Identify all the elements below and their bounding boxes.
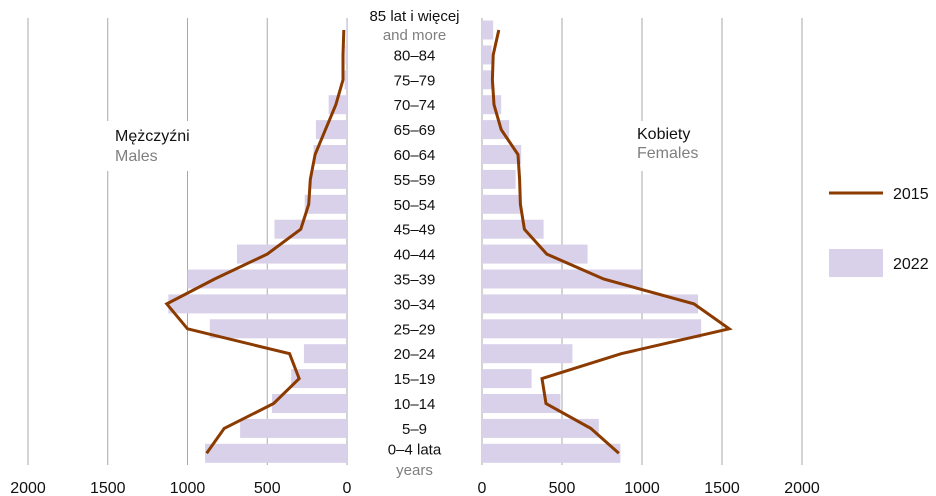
age-group-labels: 85 lat i więcej 80–84 75–79 70–74 65–69 60–64… [369,8,459,479]
bar-female-2022 [482,443,621,463]
bar-female-2022 [482,219,544,239]
gridlines [27,18,803,465]
bar-male-2022 [303,344,347,364]
x-tick-label: 0 [478,480,487,496]
age-group-label: 75–79 [394,72,436,89]
bar-male-2022 [274,219,347,239]
age-group-label: 25–29 [394,321,436,338]
females-label-en: Females [637,145,698,162]
bar-female-2022 [482,319,702,339]
line-male-2015 [164,29,346,455]
age-group-label: 40–44 [394,247,436,264]
bar-female-2022 [482,294,698,314]
bar-female-2022 [482,95,502,115]
bar-female-2022 [482,70,492,90]
x-tick-labels: 2000 1500 1000 500 0 500 1000 1500 2000 0 [10,480,820,496]
bar-male-2022 [272,394,347,413]
x-tick-label: 1000 [624,480,660,496]
bar-male-2022 [311,169,347,189]
males-label-en: Males [115,148,158,165]
x-tick-label: 1500 [90,480,126,496]
x-tick-label: 0 [343,480,352,496]
age-group-label: 50–54 [394,197,436,214]
x-tick-label: 2000 [10,480,46,496]
males-label-background [106,121,210,171]
males-label: Mężczyźni [115,128,190,145]
age-group-label: 80–84 [394,47,436,64]
bar-male-2022 [304,194,347,214]
age-group-label: 70–74 [394,97,436,114]
females-label: Kobiety [637,126,690,143]
bar-male-2022 [209,319,347,339]
x-tick-label: 2000 [784,480,820,496]
age-group-label: 45–49 [394,222,436,239]
bar-male-2022 [345,45,347,65]
lines-2015 [164,29,733,455]
bar-male-2022 [236,244,347,264]
age-group-label: 65–69 [394,122,436,139]
bar-male-2022 [344,70,347,90]
bar-male-2022 [168,294,347,314]
bar-male-2022 [313,145,347,164]
bar-female-2022 [482,269,642,289]
bar-female-2022 [482,394,561,413]
females-label-background [631,121,721,171]
age-group-label: 0–4 lata [388,441,442,458]
age-group-label: 10–14 [394,396,436,413]
bar-male-2022 [315,120,347,140]
bar-female-2022 [482,120,510,140]
age-group-label: 5–9 [402,421,427,438]
age-group-label: 60–64 [394,147,436,164]
bar-female-2022 [482,369,532,389]
line-female-2015 [490,29,733,455]
bar-female-2022 [482,344,573,364]
age-group-label: 85 lat i więcej [369,8,459,25]
x-tick-label: 500 [254,480,281,496]
bar-female-2022 [482,145,522,164]
bar-female-2022 [482,194,521,214]
bar-female-2022 [482,45,492,65]
bar-female-2022 [482,244,588,264]
age-sublabel-bottom: years [396,462,433,479]
age-group-label: 35–39 [394,272,436,289]
legend-label-2015: 2015 [893,186,929,203]
age-sublabel-top: and more [383,27,446,44]
legend-label-2022: 2022 [893,256,929,273]
bar-male-2022 [240,418,347,438]
age-group-label: 20–24 [394,346,436,363]
bar-male-2022 [205,443,347,463]
bar-female-2022 [482,20,494,40]
age-group-label: 30–34 [394,296,436,313]
bar-male-2022 [291,369,347,389]
age-group-label: 55–59 [394,172,436,189]
x-tick-label: 1000 [170,480,206,496]
legend-swatch-2022 [829,249,883,277]
x-tick-label: 500 [549,480,576,496]
bar-male-2022 [346,20,347,40]
bars-2022 [168,20,702,463]
age-group-label: 15–19 [394,371,436,388]
bar-female-2022 [482,169,516,189]
bar-female-2022 [482,418,599,438]
x-tick-label: 1500 [704,480,740,496]
